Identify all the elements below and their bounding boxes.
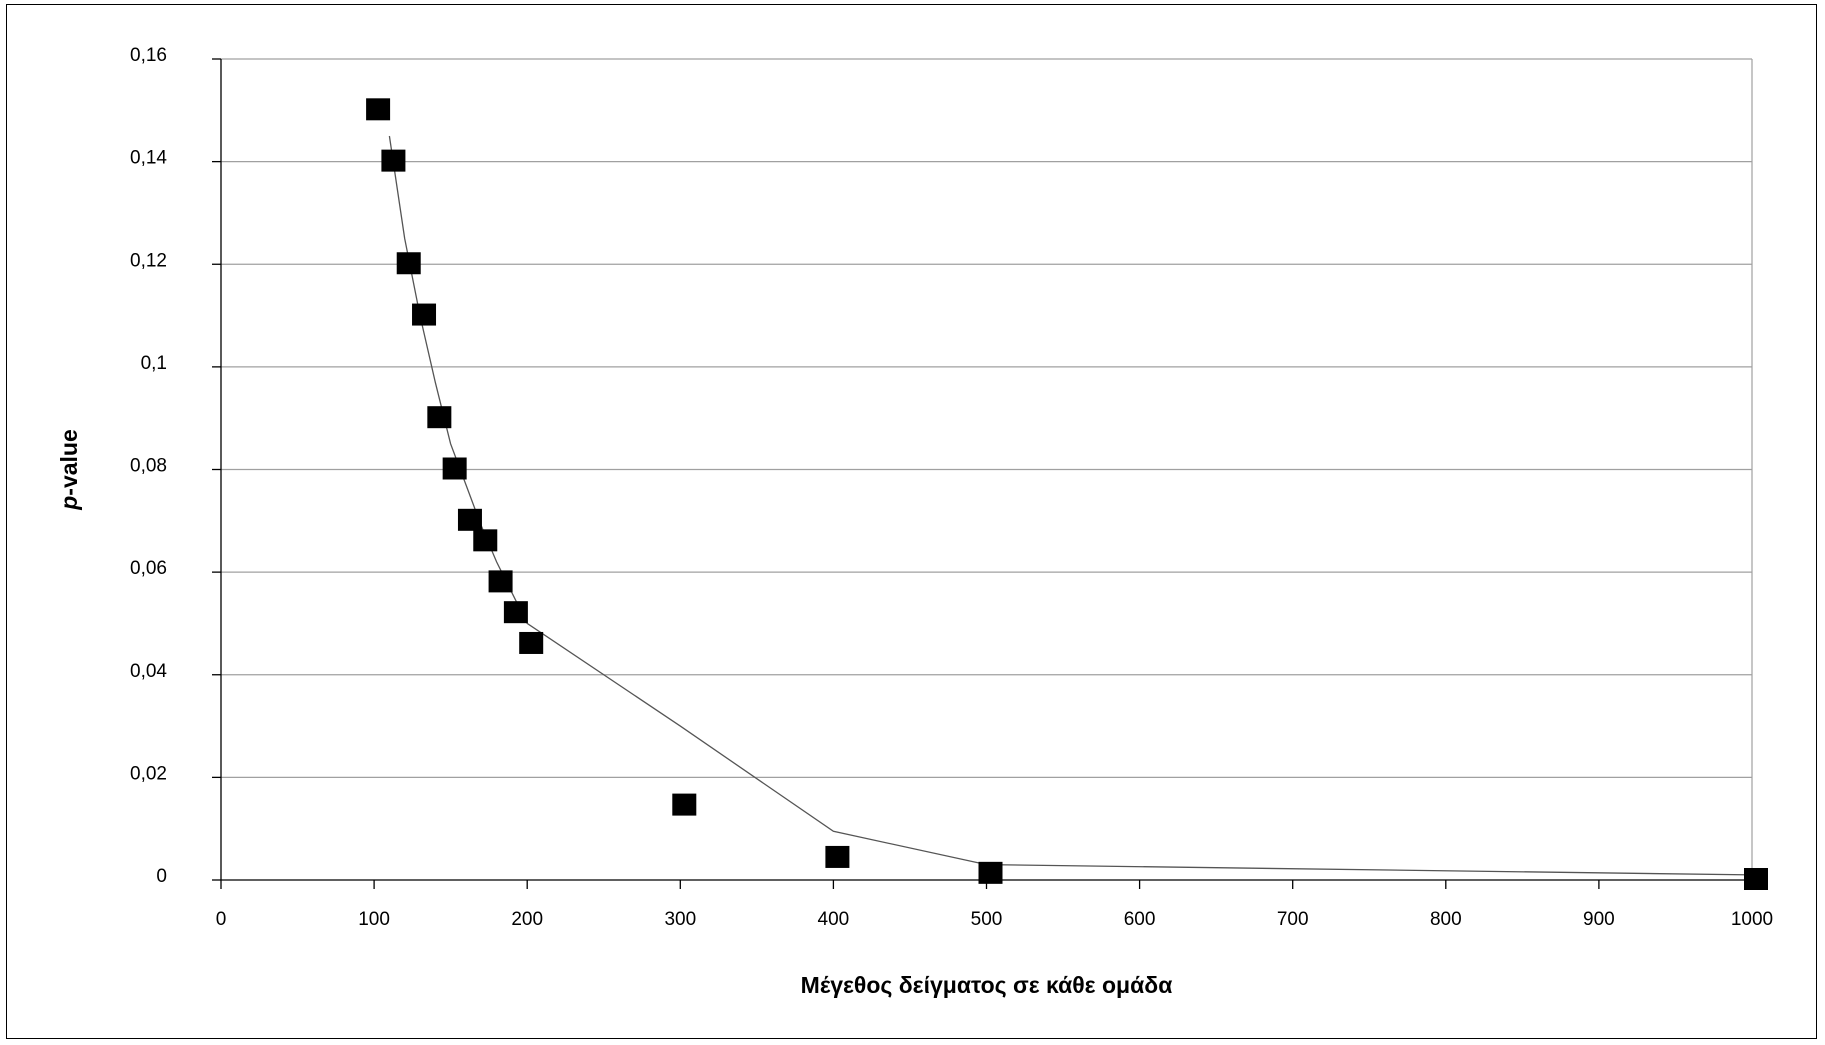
y-tick-label: 0,14 [130,148,167,169]
chart-plot: 0 0,02 0,04 0,06 0,08 0,1 0,12 0,14 0,16 0 100 200 3… [56,45,1773,998]
data-point [427,406,452,429]
data-markers [366,98,1768,890]
tick-labels: 0 0,02 0,04 0,06 0,08 0,1 0,12 0,14 0,16 0 100 200 3… [130,45,1773,930]
x-tick-label: 500 [971,909,1003,930]
y-axis-title-rest: -value [56,429,82,495]
x-tick-label: 300 [664,909,696,930]
chart-frame: 0 0,02 0,04 0,06 0,08 0,1 0,12 0,14 0,16 0 100 200 3… [6,4,1817,1039]
data-point [1744,868,1768,890]
y-tick-label: 0,02 [130,763,167,784]
x-tick-label: 1000 [1731,909,1773,930]
y-tick-label: 0,12 [130,250,167,271]
y-tick-label: 0,06 [130,558,167,579]
trend-line-layer [388,135,1753,876]
data-point [442,457,467,480]
data-point [672,793,697,816]
data-point [978,861,1003,884]
data-point [825,845,850,868]
data-point [366,98,391,121]
y-tick-label: 0,04 [130,661,167,682]
y-axis-title: p-value [56,429,82,511]
y-tick-label: 0,16 [130,45,167,66]
data-point [412,303,437,326]
data-point [457,508,482,531]
x-tick-label: 600 [1124,909,1156,930]
x-tick-label: 900 [1583,909,1615,930]
y-tick-label: 0,1 [141,353,167,374]
y-tick-label: 0 [156,866,167,887]
grid-lines [221,58,1752,778]
data-point [488,570,513,593]
data-point [519,631,544,654]
x-tick-label: 400 [818,909,850,930]
x-tick-label: 100 [358,909,390,930]
x-tick-label: 800 [1430,909,1462,930]
x-tick-label: 0 [216,909,227,930]
data-point [503,601,528,624]
x-tick-label: 200 [511,909,543,930]
data-point [396,252,421,275]
data-point [381,149,406,172]
trend-line [388,135,1753,876]
data-point [473,529,498,552]
x-axis-title: Μέγεθος δείγματος σε κάθε ομάδα [801,972,1173,998]
x-tick-label: 700 [1277,909,1309,930]
y-tick-label: 0,08 [130,456,167,477]
y-axis-title-italic: p [56,496,82,511]
